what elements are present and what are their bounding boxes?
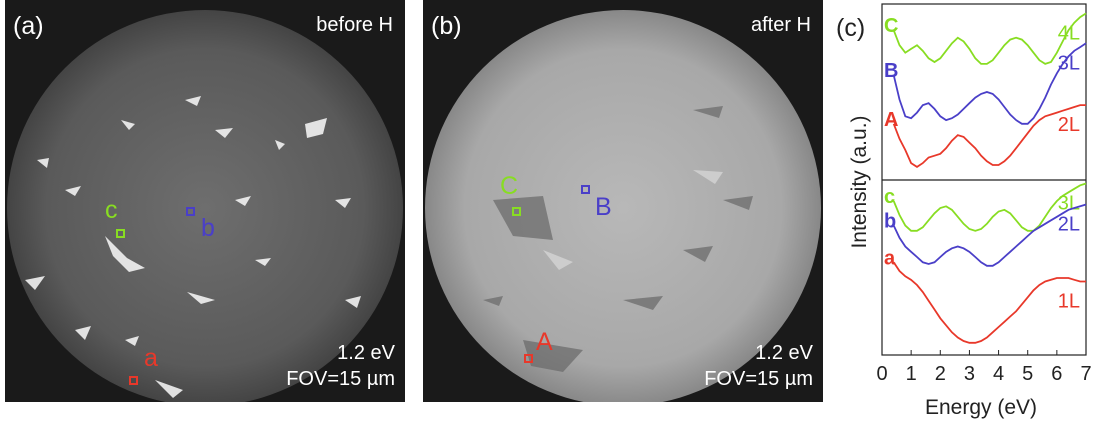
series-line-A — [892, 104, 1086, 168]
panel-label: (a) — [13, 12, 44, 40]
marker-label-c: c — [105, 196, 118, 224]
micrograph-a-image — [7, 10, 403, 402]
marker-A — [524, 354, 533, 363]
panel-label: (b) — [431, 12, 462, 40]
marker-b — [186, 207, 195, 216]
dark-domains — [483, 106, 753, 372]
series-name-label: A — [884, 109, 898, 131]
series-name-label: C — [884, 15, 898, 37]
x-tick-label: 3 — [964, 363, 975, 385]
x-tick-label: 2 — [935, 363, 946, 385]
series-layer-label: 1L — [1058, 291, 1080, 313]
series-layer-label: 2L — [1058, 114, 1080, 136]
x-tick-label: 7 — [1080, 363, 1091, 385]
series-name-label: c — [884, 186, 895, 208]
panel-info: 1.2 eV FOV=15 µm — [286, 340, 395, 392]
series-line-b — [892, 203, 1087, 267]
panel-info: 1.2 eV FOV=15 µm — [704, 340, 813, 392]
panel-a-micrograph: (a) before H 1.2 eV FOV=15 µm c b a — [5, 0, 405, 402]
series-layer-label: 3L — [1058, 52, 1080, 74]
y-axis-label: Intensity (a.u.) — [848, 115, 871, 248]
series-layer-label: 3L — [1058, 193, 1080, 215]
series-name-label: b — [884, 211, 896, 233]
x-tick-label: 0 — [876, 363, 887, 385]
panel-b-micrograph: (b) after H 1.2 eV FOV=15 µm C B A — [423, 0, 823, 402]
marker-label-C: C — [500, 172, 519, 200]
series-layer-label: 4L — [1058, 22, 1080, 44]
energy-label: 1.2 eV — [337, 342, 395, 364]
series-line-C — [892, 12, 1087, 65]
x-tick-label: 1 — [906, 363, 917, 385]
series-line-a — [892, 261, 1086, 344]
x-axis-label: Energy (eV) — [925, 396, 1037, 419]
panel-label: (c) — [836, 14, 865, 42]
marker-a — [129, 376, 138, 385]
x-tick-label: 6 — [1051, 363, 1062, 385]
marker-c — [116, 229, 125, 238]
fov-disc — [7, 10, 403, 402]
light-domains — [543, 170, 723, 270]
energy-label: 1.2 eV — [755, 342, 813, 364]
marker-B — [581, 185, 590, 194]
series-name-label: a — [884, 247, 896, 269]
fov-label: FOV=15 µm — [704, 368, 813, 390]
x-tick-label: 5 — [1022, 363, 1033, 385]
series-line-B — [892, 42, 1087, 125]
marker-label-b: b — [201, 214, 215, 242]
marker-label-a: a — [144, 344, 158, 372]
marker-C — [512, 207, 521, 216]
series-name-label: B — [884, 60, 898, 82]
bright-flakes — [25, 96, 361, 398]
series-layer-label: 2L — [1058, 214, 1080, 236]
series-line-c — [892, 182, 1087, 232]
fov-label: FOV=15 µm — [286, 368, 395, 390]
marker-label-B: B — [595, 193, 612, 221]
marker-label-A: A — [536, 328, 553, 356]
panel-title: after H — [750, 14, 811, 36]
micrograph-b-image — [425, 10, 821, 402]
panel-title: before H — [316, 14, 393, 36]
x-tick-label: 4 — [993, 363, 1004, 385]
plot-area: 0 1 2 3 4 5 6 7 C 4L B 3L A 2L c 3L b 2L a 1L — [876, 3, 1092, 385]
